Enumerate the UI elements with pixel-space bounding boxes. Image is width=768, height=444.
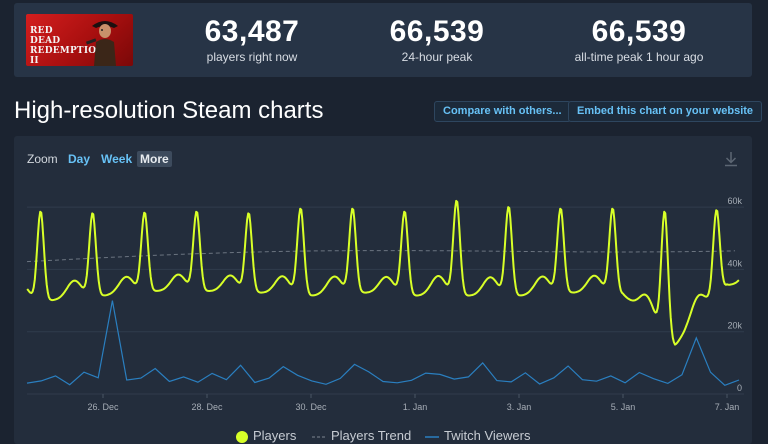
x-tick-label: 26. Dec xyxy=(87,402,119,412)
stat-24h-peak: 66,539 24-hour peak xyxy=(357,15,517,65)
x-tick-label: 3. Jan xyxy=(507,402,532,412)
game-logo[interactable]: RED DEAD REDEMPTION II xyxy=(26,14,133,66)
legend-players[interactable]: Players xyxy=(236,428,296,443)
legend-label: Players xyxy=(253,428,297,443)
stat-value: 63,487 xyxy=(204,15,300,48)
legend-label: Players Trend xyxy=(331,428,412,443)
stat-value: 66,539 xyxy=(389,15,485,48)
stats-bar: RED DEAD REDEMPTION II 63,487 players ri… xyxy=(14,3,752,77)
download-icon[interactable] xyxy=(724,151,738,167)
x-tick-label: 30. Dec xyxy=(295,402,327,412)
chart-legend: Players Players Trend Twitch Viewers xyxy=(14,428,752,444)
legend-trend-swatch xyxy=(312,435,326,438)
stat-label: players right now xyxy=(206,50,298,64)
y-tick-label: 20k xyxy=(727,321,742,331)
x-tick-label: 7. Jan xyxy=(715,402,740,412)
stat-players-now: 63,487 players right now xyxy=(172,15,332,65)
y-tick-label: 60k xyxy=(727,196,742,206)
legend-players-swatch xyxy=(236,430,248,443)
compare-button[interactable]: Compare with others... xyxy=(434,101,571,122)
cowboy-figure-icon xyxy=(85,21,118,66)
x-tick-label: 1. Jan xyxy=(403,402,428,412)
page-title: High-resolution Steam charts xyxy=(14,97,324,124)
zoom-day-button[interactable]: Day xyxy=(68,152,91,166)
game-logo-text: RED DEAD REDEMPTION II xyxy=(30,26,105,66)
zoom-label: Zoom xyxy=(27,152,58,166)
legend-twitch-swatch xyxy=(425,435,439,438)
zoom-more-button[interactable]: More xyxy=(137,151,172,167)
legend-players-trend[interactable]: Players Trend xyxy=(312,428,411,443)
y-tick-label: 0 xyxy=(737,383,742,393)
x-tick-label: 28. Dec xyxy=(191,402,223,412)
x-tick-label: 5. Jan xyxy=(611,402,636,412)
zoom-week-button[interactable]: Week xyxy=(101,152,133,166)
twitch-viewers-line xyxy=(26,300,740,386)
y-tick-label: 40k xyxy=(727,258,742,268)
legend-label: Twitch Viewers xyxy=(444,428,531,443)
chart-panel: 0 20k 40k 60k 26. Dec 28. Dec 30. Dec 1. Jan 3.… xyxy=(14,136,752,444)
stat-value: 66,539 xyxy=(591,15,687,48)
players-line xyxy=(26,199,740,346)
players-trend-line xyxy=(26,250,736,263)
stat-all-time-peak: 66,539 all-time peak 1 hour ago xyxy=(559,15,719,65)
legend-twitch-viewers[interactable]: Twitch Viewers xyxy=(425,428,530,443)
players-chart[interactable]: 0 20k 40k 60k 26. Dec 28. Dec 30. Dec 1. Jan 3.… xyxy=(14,136,752,428)
embed-chart-button[interactable]: Embed this chart on your website xyxy=(568,101,763,122)
stat-label: 24-hour peak xyxy=(401,50,473,64)
stat-label: all-time peak 1 hour ago xyxy=(574,50,704,64)
